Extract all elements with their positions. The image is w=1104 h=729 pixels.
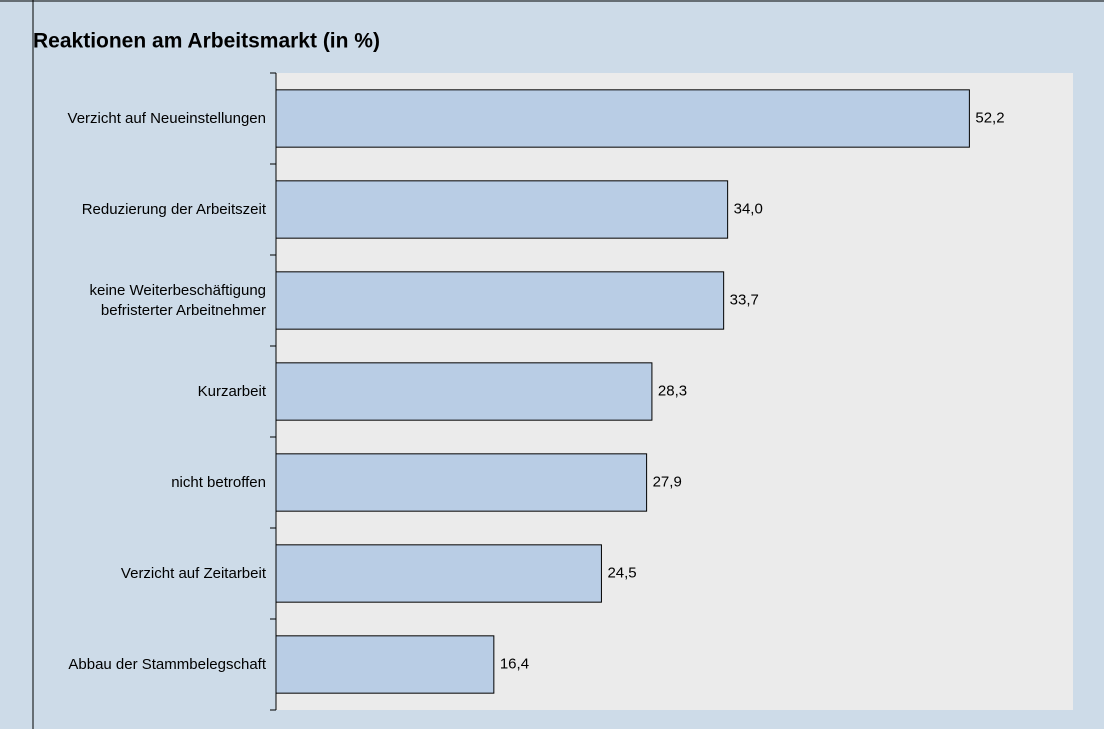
category-label: Abbau der Stammbelegschaft [68, 655, 266, 673]
value-label: 27,9 [653, 473, 682, 490]
value-label: 34,0 [734, 200, 763, 217]
category-label: Verzicht auf Neueinstellungen [67, 109, 266, 127]
value-label: 16,4 [500, 655, 529, 672]
bar [275, 89, 970, 148]
value-label: 33,7 [730, 291, 759, 308]
category-label: Verzicht auf Zeitarbeit [120, 564, 266, 582]
bar [275, 180, 729, 239]
value-label: 24,5 [607, 564, 636, 581]
bar [275, 271, 725, 330]
category-label: Reduzierung der Arbeitszeit [81, 200, 266, 218]
bar [275, 362, 653, 421]
value-label: 28,3 [658, 382, 687, 399]
bar [275, 544, 602, 603]
chart-title: Reaktionen am Arbeitsmarkt (in %) [33, 30, 380, 53]
bar [275, 635, 495, 694]
bar [275, 453, 648, 512]
category-label: nicht betroffen [171, 473, 266, 491]
category-label: keine Weiterbeschäftigung befristerter A… [89, 281, 267, 319]
value-label: 52,2 [975, 109, 1004, 126]
category-label: Kurzarbeit [197, 382, 266, 400]
